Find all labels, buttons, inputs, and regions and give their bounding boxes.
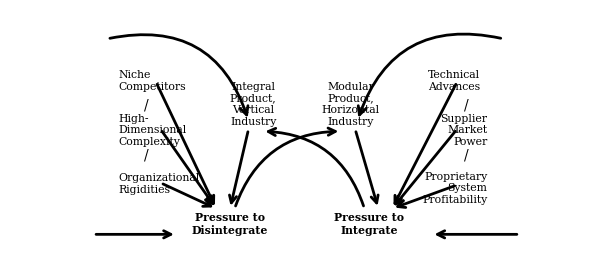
Text: /: / [464,98,469,112]
Text: Pressure to
Disintegrate: Pressure to Disintegrate [192,212,268,235]
Text: Niche
Competitors: Niche Competitors [119,70,187,92]
Text: /: / [144,98,149,112]
Text: Pressure to
Integrate: Pressure to Integrate [334,212,404,235]
Text: High-
Dimensional
Complexity: High- Dimensional Complexity [119,114,187,147]
Text: /: / [464,149,469,163]
Text: Modular
Product,
Horizontal
Industry: Modular Product, Horizontal Industry [322,82,380,127]
Text: Technical
Advances: Technical Advances [428,70,480,92]
Text: Integral
Product,
Vertical
Industry: Integral Product, Vertical Industry [230,82,276,127]
Text: Organizational
Rigidities: Organizational Rigidities [119,173,200,195]
Text: Proprietary
System
Profitability: Proprietary System Profitability [422,172,487,205]
Text: /: / [144,149,149,163]
Text: Supplier
Market
Power: Supplier Market Power [440,114,487,147]
